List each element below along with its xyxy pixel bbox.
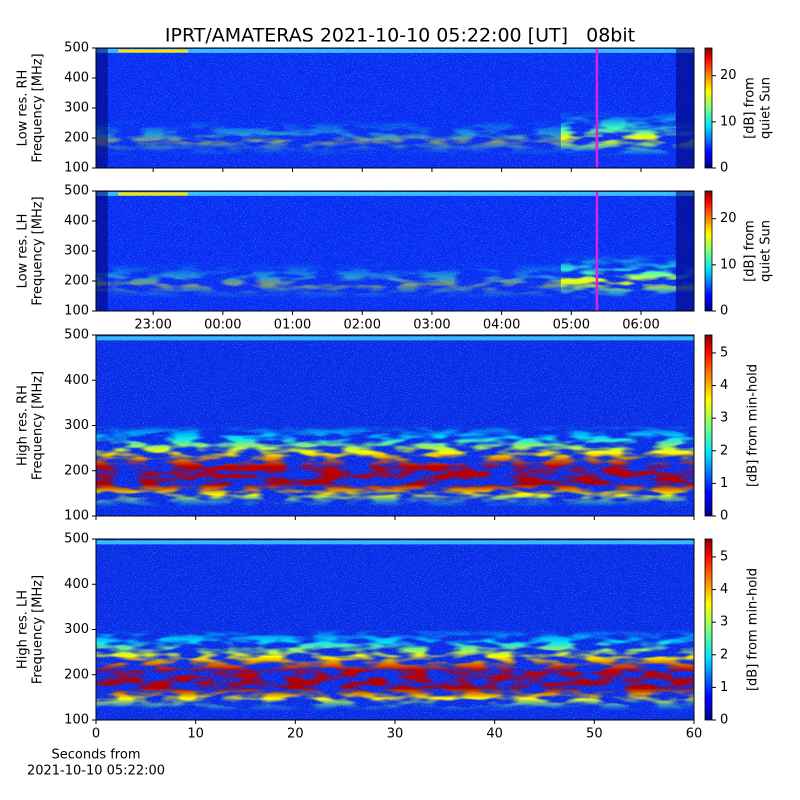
colorbar-label: [dB] from [743,220,758,282]
colorbar-tick-label: 20 [720,68,737,83]
colorbar-tick-label: 10 [720,114,737,129]
x-tick-label: 06:00 [622,318,659,333]
y-tick-label: 200 [64,667,89,682]
colorbar-tick-label: 3 [720,615,728,630]
colorbar-tick-label: 10 [720,257,737,272]
x-tick-label: 03:00 [413,318,450,333]
colorbar-label: [dB] from min-hold [746,364,761,487]
spectrogram [96,191,694,311]
y-tick-label: 500 [64,532,89,547]
x-tick-label: 02:00 [344,318,381,333]
colorbar-tick-label: 2 [720,443,728,458]
spectrogram-edge [675,191,694,311]
spectrogram-band [96,425,694,507]
colorbar-tick-label: 5 [720,549,728,564]
x-tick-label: 01:00 [274,318,311,333]
spectrogram-edge [96,48,108,168]
colorbar [704,334,713,517]
spectrogram-edge [96,191,108,311]
colorbar-tick-label: 20 [720,211,737,226]
colorbar-label: quiet Sun [759,220,774,282]
x-tick-label: 23:00 [134,318,171,333]
y-tick-label: 300 [64,101,89,116]
spectrogram-top-line [96,48,694,53]
x-tick-label: 0 [92,727,100,742]
y-tick-label: 400 [64,373,89,388]
y-tick-label: 400 [64,577,89,592]
x-tick-label: 60 [686,727,703,742]
spectrogram [96,48,694,168]
x-tick-label: 00:00 [204,318,241,333]
y-tick-label: 200 [64,463,89,478]
y-tick-label: 300 [64,622,89,637]
y-axis-label: Frequency [MHz] [31,196,46,305]
colorbar-label: [dB] from min-hold [746,568,761,691]
colorbar-tick-label: 0 [720,713,728,728]
y-tick-label: 100 [64,713,89,728]
y-tick-label: 200 [64,274,89,289]
y-axis-label: Low res. RH [16,70,31,147]
y-tick-label: 500 [64,184,89,199]
colorbar-tick-label: 4 [720,582,728,597]
y-axis-label: Frequency [MHz] [31,371,46,480]
colorbar-tick-label: 1 [720,476,728,491]
colorbar [704,47,713,169]
spectrogram-top-burst [118,192,188,196]
x-tick-label: 30 [387,727,404,742]
colorbar-tick-label: 0 [720,161,728,176]
colorbar-tick-label: 4 [720,378,728,393]
colorbar-tick-label: 5 [720,345,728,360]
figure-title: IPRT/AMATERAS 2021-10-10 05:22:00 [UT] 0… [165,25,635,47]
y-axis-label: Low res. LH [16,214,31,289]
y-tick-label: 100 [64,161,89,176]
spectrogram [96,335,694,516]
x-tick-label: 04:00 [483,318,520,333]
spectrogram-band [96,629,694,711]
y-tick-label: 300 [64,418,89,433]
spectrogram-top-line [96,191,694,196]
y-axis-label: High res. RH [16,385,31,466]
y-axis-label: Frequency [MHz] [31,575,46,684]
colorbar [704,190,713,312]
x-tick-label: 20 [287,727,304,742]
y-tick-label: 400 [64,214,89,229]
y-axis-label: Frequency [MHz] [31,53,46,162]
y-tick-label: 100 [64,304,89,319]
x-tick-label: 10 [187,727,204,742]
spectrogram-burst [560,111,676,156]
colorbar-tick-label: 1 [720,680,728,695]
colorbar [704,538,713,721]
spectrogram-burst [560,254,676,299]
colorbar-tick-label: 0 [720,304,728,319]
y-tick-label: 100 [64,509,89,524]
y-tick-label: 500 [64,328,89,343]
colorbar-tick-label: 2 [720,647,728,662]
x-tick-label: 40 [486,727,503,742]
spectrogram [96,539,694,720]
x-axis-label: Seconds from [51,748,140,763]
y-tick-label: 400 [64,71,89,86]
colorbar-tick-label: 3 [720,411,728,426]
y-tick-label: 200 [64,131,89,146]
x-tick-label: 05:00 [553,318,590,333]
colorbar-label: quiet Sun [759,77,774,139]
colorbar-tick-label: 0 [720,509,728,524]
x-axis-label: 2021-10-10 05:22:00 [27,764,165,779]
spectrogram-top-line [96,540,694,545]
spectrogram-top-burst [118,49,188,53]
x-tick-label: 50 [586,727,603,742]
y-axis-label: High res. LH [16,590,31,669]
spectrogram-top-line [96,336,694,341]
y-tick-label: 500 [64,41,89,56]
colorbar-label: [dB] from [743,77,758,139]
spectrogram-edge [675,48,694,168]
y-tick-label: 300 [64,244,89,259]
